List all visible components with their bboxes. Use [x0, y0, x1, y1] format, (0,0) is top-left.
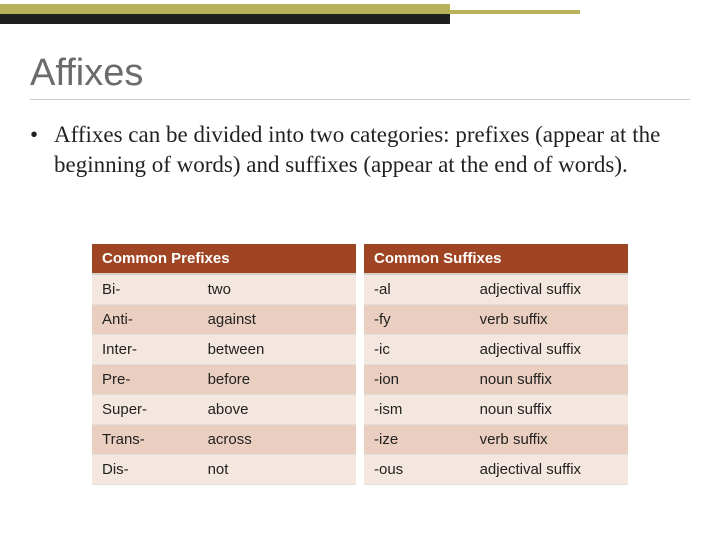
meaning-cell: not	[198, 455, 356, 485]
table-row: -fyverb suffix	[364, 305, 628, 335]
table-row: Anti-against	[92, 305, 356, 335]
prefixes-body: Bi-twoAnti-againstInter-betweenPre-befor…	[92, 274, 356, 485]
table-row: -ismnoun suffix	[364, 395, 628, 425]
affix-cell: -ize	[364, 425, 470, 455]
meaning-cell: between	[198, 335, 356, 365]
suffixes-header: Common Suffixes	[364, 244, 628, 274]
meaning-cell: noun suffix	[470, 365, 628, 395]
meaning-cell: verb suffix	[470, 305, 628, 335]
suffixes-body: -aladjectival suffix-fyverb suffix-icadj…	[364, 274, 628, 485]
affix-cell: -ion	[364, 365, 470, 395]
meaning-cell: verb suffix	[470, 425, 628, 455]
decorative-top-band	[0, 0, 720, 28]
table-row: Dis-not	[92, 455, 356, 485]
meaning-cell: noun suffix	[470, 395, 628, 425]
slide-title: Affixes	[30, 52, 690, 100]
meaning-cell: adjectival suffix	[470, 335, 628, 365]
table-row: Bi-two	[92, 274, 356, 305]
affix-cell: -ism	[364, 395, 470, 425]
band-dark	[0, 14, 450, 24]
meaning-cell: two	[198, 274, 356, 305]
affix-tables: Common Prefixes Bi-twoAnti-againstInter-…	[92, 244, 628, 485]
meaning-cell: above	[198, 395, 356, 425]
affix-cell: -al	[364, 274, 470, 305]
affix-cell: Pre-	[92, 365, 198, 395]
affix-cell: Anti-	[92, 305, 198, 335]
meaning-cell: before	[198, 365, 356, 395]
affix-cell: -ous	[364, 455, 470, 485]
table-row: -aladjectival suffix	[364, 274, 628, 305]
band-olive-extension	[450, 10, 580, 14]
affix-cell: Dis-	[92, 455, 198, 485]
slide-body: • Affixes can be divided into two catego…	[30, 120, 690, 180]
meaning-cell: adjectival suffix	[470, 274, 628, 305]
bullet-text: Affixes can be divided into two categori…	[54, 120, 690, 180]
affix-cell: Bi-	[92, 274, 198, 305]
table-row: -ionnoun suffix	[364, 365, 628, 395]
affix-cell: Inter-	[92, 335, 198, 365]
table-row: Trans-across	[92, 425, 356, 455]
affix-cell: -fy	[364, 305, 470, 335]
band-olive	[0, 4, 450, 14]
table-row: -izeverb suffix	[364, 425, 628, 455]
prefixes-header: Common Prefixes	[92, 244, 356, 274]
bullet-dot: •	[30, 120, 54, 180]
meaning-cell: adjectival suffix	[470, 455, 628, 485]
suffixes-table: Common Suffixes -aladjectival suffix-fyv…	[364, 244, 628, 485]
prefixes-table: Common Prefixes Bi-twoAnti-againstInter-…	[92, 244, 356, 485]
meaning-cell: against	[198, 305, 356, 335]
table-row: Pre-before	[92, 365, 356, 395]
affix-cell: Trans-	[92, 425, 198, 455]
table-row: Super-above	[92, 395, 356, 425]
table-row: -icadjectival suffix	[364, 335, 628, 365]
affix-cell: -ic	[364, 335, 470, 365]
meaning-cell: across	[198, 425, 356, 455]
affix-cell: Super-	[92, 395, 198, 425]
bullet-item: • Affixes can be divided into two catego…	[30, 120, 690, 180]
table-row: Inter-between	[92, 335, 356, 365]
table-row: -ousadjectival suffix	[364, 455, 628, 485]
